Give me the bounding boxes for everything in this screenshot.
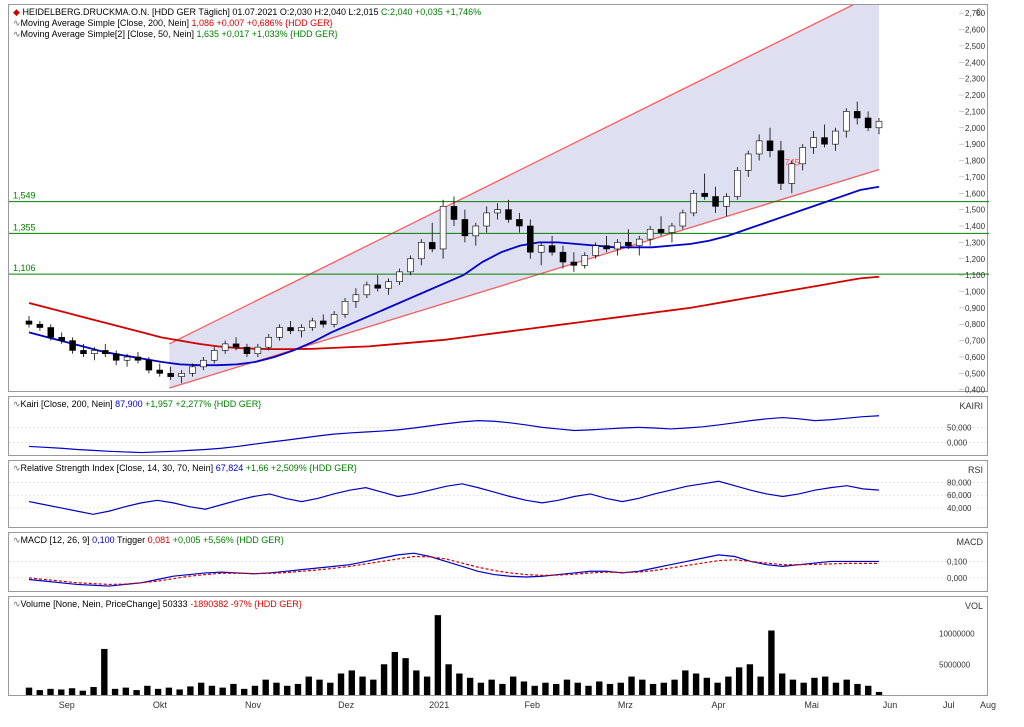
x-tick: Sep	[59, 700, 75, 710]
x-axis: SepOktNovDez2021FebMrzAprMaiJunJulAug	[8, 700, 988, 720]
x-tick: Mai	[804, 700, 819, 710]
svg-text:0,900: 0,900	[965, 304, 986, 313]
svg-text:1,700: 1,700	[965, 173, 986, 182]
rsi-panel: ∿Relative Strength Index [Close, 14, 30,…	[8, 460, 988, 528]
price-panel: ◆ HEIDELBERG.DRUCKMA.O.N. [HDD GER Tägli…	[8, 4, 988, 392]
svg-text:0,600: 0,600	[965, 353, 986, 362]
svg-text:1,900: 1,900	[965, 140, 986, 149]
svg-text:2,200: 2,200	[965, 91, 986, 100]
svg-text:0,700: 0,700	[965, 337, 986, 346]
volume-right-label: VOL	[965, 601, 983, 611]
x-tick: Dez	[338, 700, 354, 710]
svg-text:2,500: 2,500	[965, 42, 986, 51]
x-tick: Aug	[980, 700, 996, 710]
svg-text:10000000: 10000000	[939, 630, 975, 639]
ma200-title: ∿Moving Average Simple [Close, 200, Nein…	[13, 18, 333, 29]
rsi-right-label: RSI	[968, 465, 983, 475]
svg-text:2,000: 2,000	[965, 124, 986, 133]
svg-text:2,300: 2,300	[965, 75, 986, 84]
svg-text:1,549: 1,549	[13, 191, 36, 201]
macd-title: ∿MACD [12, 26, 9] 0,100 Trigger 0,081 +0…	[13, 535, 284, 546]
svg-text:80,000: 80,000	[947, 479, 972, 488]
svg-text:1,355: 1,355	[13, 222, 36, 232]
svg-text:1,400: 1,400	[965, 222, 986, 231]
ma50-title: ∿Moving Average Simple[2] [Close, 50, Ne…	[13, 29, 338, 40]
svg-text:40,000: 40,000	[947, 504, 972, 513]
svg-text:50,000: 50,000	[947, 423, 972, 432]
svg-text:1,100: 1,100	[965, 271, 986, 280]
macd-right-label: MACD	[957, 537, 984, 547]
macd-panel: ∿MACD [12, 26, 9] 0,100 Trigger 0,081 +0…	[8, 532, 988, 592]
x-tick: 2021	[429, 700, 449, 710]
svg-text:0,800: 0,800	[965, 320, 986, 329]
kairi-title: ∿Kairi [Close, 200, Nein] 87,900 +1,957 …	[13, 399, 261, 410]
svg-text:0,000: 0,000	[947, 439, 968, 448]
svg-text:2,600: 2,600	[965, 26, 986, 35]
svg-text:1,600: 1,600	[965, 189, 986, 198]
svg-text:0,400: 0,400	[965, 386, 986, 393]
svg-text:5000000: 5000000	[939, 660, 971, 669]
svg-text:0,100: 0,100	[947, 557, 968, 566]
x-tick: Apr	[711, 700, 725, 710]
svg-text:2,700: 2,700	[965, 9, 986, 18]
svg-text:60,000: 60,000	[947, 491, 972, 500]
x-tick: Feb	[525, 700, 541, 710]
price-title: ◆ HEIDELBERG.DRUCKMA.O.N. [HDD GER Tägli…	[13, 7, 481, 18]
svg-text:1,000: 1,000	[965, 287, 986, 296]
svg-text:2,400: 2,400	[965, 58, 986, 67]
x-tick: Jun	[883, 700, 898, 710]
kairi-right-label: KAIRI	[959, 401, 983, 411]
volume-title: ∿Volume [None, Nein, PriceChange] 50333 …	[13, 599, 302, 610]
svg-text:0,000: 0,000	[947, 574, 968, 583]
price-chart[interactable]: 1,7451,5491,3551,1062,7002,6002,5002,400…	[9, 5, 989, 393]
x-tick: Jul	[943, 700, 955, 710]
svg-text:2,100: 2,100	[965, 107, 986, 116]
rsi-title: ∿Relative Strength Index [Close, 14, 30,…	[13, 463, 357, 474]
svg-text:1,800: 1,800	[965, 157, 986, 166]
x-tick: Nov	[245, 700, 261, 710]
volume-chart[interactable]: 5000000 10000000	[9, 597, 989, 697]
svg-text:1,500: 1,500	[965, 206, 986, 215]
kairi-panel: ∿Kairi [Close, 200, Nein] 87,900 +1,957 …	[8, 396, 988, 456]
svg-text:0,500: 0,500	[965, 369, 986, 378]
svg-text:1,300: 1,300	[965, 238, 986, 247]
x-tick: Mrz	[618, 700, 633, 710]
svg-text:1,200: 1,200	[965, 255, 986, 264]
volume-panel: ∿Volume [None, Nein, PriceChange] 50333 …	[8, 596, 988, 696]
x-tick: Okt	[153, 700, 167, 710]
svg-text:1,106: 1,106	[13, 263, 36, 273]
